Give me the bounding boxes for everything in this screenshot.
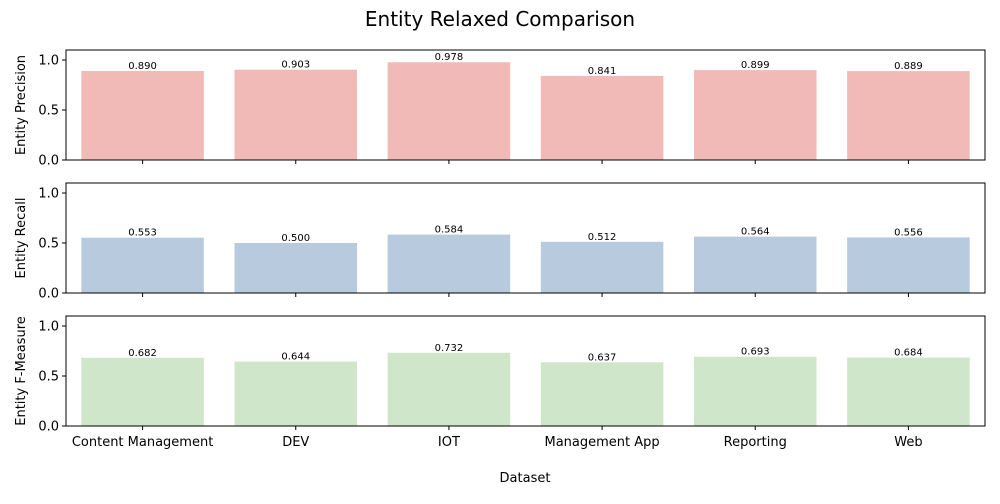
x-category-label-1: Content Management: [72, 435, 213, 450]
bar-2-3: [387, 234, 511, 293]
y-tick-label-3-3: 1.0: [38, 320, 59, 335]
panel-1: 0.890 0.903 0.978 0.841 0.899 0.889 0.0 0.5 1.0 E…: [14, 49, 986, 169]
y-tick-label-3-2: 0.5: [38, 370, 59, 385]
bar-3-6: [847, 357, 970, 426]
bar-2-1: [81, 237, 204, 293]
y-axis-label-3: Entity F-Measure: [14, 316, 29, 426]
value-label-3-1: 0.682: [128, 348, 157, 359]
x-category-label-3: IOT: [438, 435, 460, 450]
x-category-label-6: Web: [894, 435, 922, 450]
y-tick-label-3-1: 0.0: [38, 420, 59, 435]
bar-1-3: [387, 62, 511, 161]
x-axis-label: Dataset: [500, 471, 551, 486]
x-category-label-5: Reporting: [724, 435, 787, 450]
y-axis-label-1: Entity Precision: [14, 55, 29, 155]
value-label-1-4: 0.841: [588, 66, 617, 77]
y-tick-label-1-3: 1.0: [38, 54, 59, 69]
panels-layer: 0.890 0.903 0.978 0.841 0.899 0.889 0.0 0.5 1.0 E…: [14, 49, 986, 450]
value-label-1-1: 0.890: [128, 61, 157, 72]
chart-title: Entity Relaxed Comparison: [365, 7, 635, 31]
value-label-3-2: 0.644: [281, 352, 310, 363]
panel-frame-2: [65, 182, 986, 294]
value-label-3-6: 0.684: [894, 348, 923, 359]
bar-3-2: [234, 361, 358, 426]
bar-3-1: [81, 357, 204, 426]
x-category-label-2: DEV: [282, 435, 309, 450]
y-tick-label-2-1: 0.0: [38, 287, 59, 302]
panel-frame-1: [65, 49, 986, 161]
bar-2-6: [847, 237, 970, 293]
value-label-2-2: 0.500: [281, 233, 310, 244]
bar-1-6: [847, 71, 970, 160]
value-label-3-3: 0.732: [435, 343, 464, 354]
value-label-1-2: 0.903: [281, 60, 310, 71]
bar-2-4: [540, 241, 664, 293]
value-label-1-5: 0.899: [741, 60, 770, 71]
bar-2-5: [693, 236, 817, 293]
bar-1-4: [540, 75, 664, 160]
value-label-2-5: 0.564: [741, 227, 770, 238]
bar-3-5: [693, 356, 817, 426]
value-label-2-3: 0.584: [435, 225, 464, 236]
y-tick-label-2-3: 1.0: [38, 187, 59, 202]
value-label-1-6: 0.889: [894, 61, 923, 72]
bar-2-2: [234, 243, 358, 293]
y-tick-label-1-1: 0.0: [38, 154, 59, 169]
bar-1-1: [81, 71, 204, 160]
value-label-3-5: 0.693: [741, 347, 770, 358]
y-tick-label-2-2: 0.5: [38, 237, 59, 252]
value-label-2-4: 0.512: [588, 232, 617, 243]
value-label-3-4: 0.637: [588, 352, 617, 363]
bar-1-2: [234, 69, 358, 160]
bar-3-4: [540, 362, 664, 426]
panel-2: 0.553 0.500 0.584 0.512 0.564 0.556 0.0 0.5 1.0 E…: [14, 182, 986, 302]
panel-frame-3: [65, 315, 986, 427]
value-label-2-1: 0.553: [128, 228, 157, 239]
bar-3-3: [387, 352, 511, 426]
panel-3: 0.682 0.644 0.732 0.637 0.693 0.684 0.0 0.5 1.0 E…: [14, 315, 986, 435]
bar-1-5: [693, 70, 817, 160]
x-category-label-4: Management App: [544, 435, 659, 450]
y-axis-label-2: Entity Recall: [14, 198, 29, 279]
value-label-1-3: 0.978: [435, 52, 464, 63]
value-label-2-6: 0.556: [894, 227, 923, 238]
y-tick-label-1-2: 0.5: [38, 104, 59, 119]
